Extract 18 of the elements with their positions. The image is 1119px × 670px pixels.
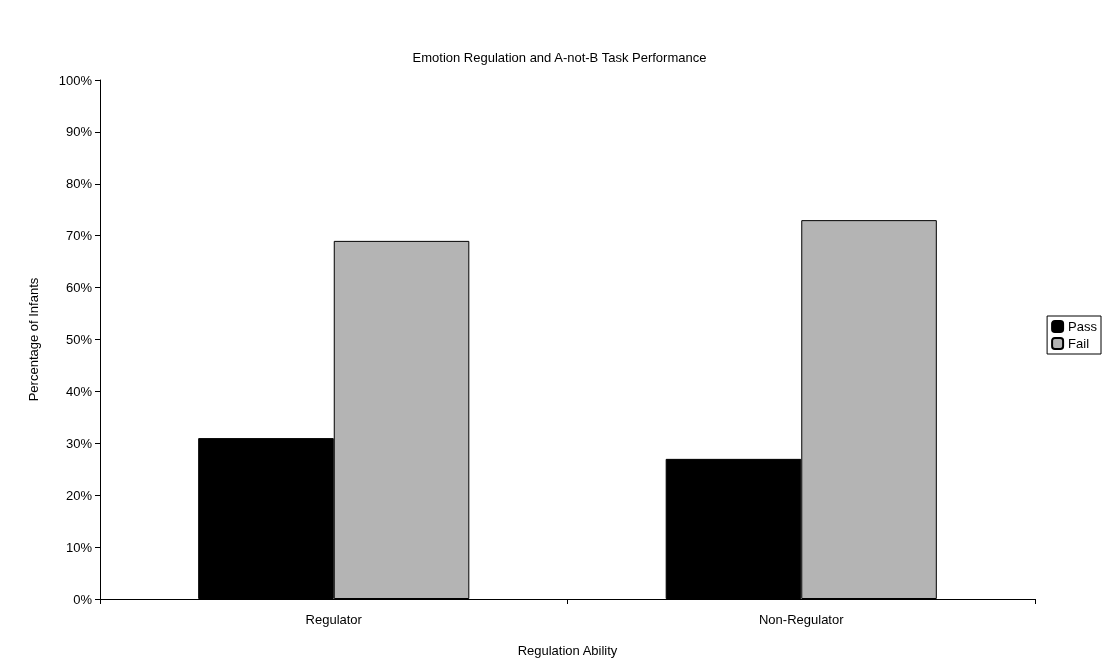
y-tick-label: 30% — [65, 435, 93, 451]
legend-label: Fail — [1068, 336, 1090, 351]
x-tick-label: Non-Regulator — [758, 612, 845, 627]
y-tick-label: 60% — [65, 280, 93, 296]
chart-title: Emotion Regulation and A-not-B Task Performance — [412, 50, 707, 65]
y-tick-label: 20% — [65, 487, 93, 503]
y-tick-label: 70% — [65, 228, 93, 244]
legend-label: Pass — [1068, 319, 1098, 334]
y-axis-title: Percentage of Infants — [26, 277, 41, 402]
y-tick-label: 50% — [65, 332, 93, 347]
x-tick-label: Regulator — [305, 612, 363, 627]
x-axis-title: Regulation Ability — [517, 643, 618, 658]
y-tick-label: 100% — [58, 72, 93, 88]
y-tick-label: 90% — [65, 124, 93, 140]
y-tick-label: 80% — [65, 176, 93, 192]
y-tick-label: 40% — [65, 383, 93, 399]
y-tick-label: 0% — [73, 591, 93, 607]
y-tick-label: 10% — [65, 539, 93, 555]
